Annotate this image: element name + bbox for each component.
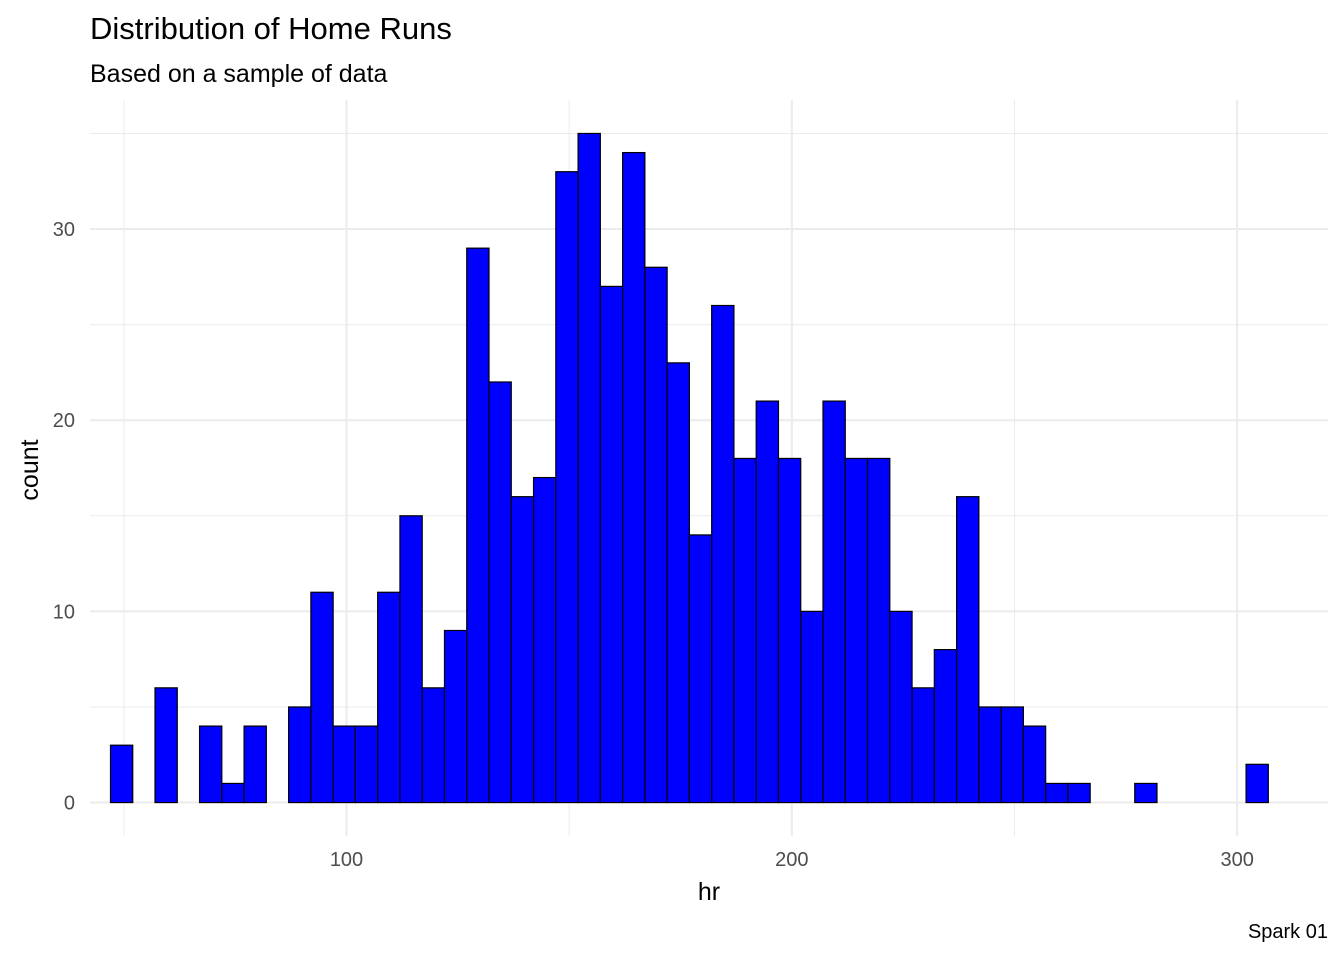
histogram-bars bbox=[109, 132, 1269, 804]
histogram-bar bbox=[1134, 782, 1158, 804]
chart-title: Distribution of Home Runs bbox=[90, 11, 452, 46]
histogram-bar bbox=[243, 725, 267, 804]
y-axis-label: count bbox=[16, 439, 44, 500]
histogram-bar bbox=[488, 381, 512, 804]
histogram-bar bbox=[777, 457, 802, 804]
histogram-bar bbox=[889, 610, 913, 804]
y-tick-label: 30 bbox=[53, 219, 75, 241]
x-tick-label: 100 bbox=[330, 849, 363, 871]
histogram-bar bbox=[911, 687, 935, 804]
histogram-bar bbox=[933, 649, 958, 804]
histogram-bar bbox=[800, 610, 824, 804]
x-tick-label: 200 bbox=[775, 849, 808, 871]
x-axis-label: hr bbox=[698, 878, 720, 906]
histogram-bar bbox=[955, 496, 980, 804]
histogram-bar bbox=[1067, 782, 1091, 804]
histogram-bar bbox=[622, 151, 646, 804]
y-tick-label: 20 bbox=[53, 410, 75, 432]
histogram-bar bbox=[221, 782, 245, 804]
histogram-bar bbox=[1000, 706, 1024, 804]
histogram-bar bbox=[310, 591, 334, 804]
chart-subtitle: Based on a sample of data bbox=[90, 60, 388, 88]
histogram-bar bbox=[755, 400, 780, 804]
histogram-bar bbox=[866, 457, 891, 804]
x-tick-labels: 100 200 300 bbox=[330, 849, 1254, 871]
histogram-bar bbox=[421, 687, 446, 804]
histogram-bar bbox=[354, 725, 379, 804]
histogram-bar bbox=[577, 132, 601, 804]
histogram-bar bbox=[978, 706, 1002, 804]
histogram-bar bbox=[198, 725, 223, 804]
histogram-bar bbox=[443, 629, 468, 804]
y-tick-label: 0 bbox=[64, 793, 75, 815]
x-tick-label: 300 bbox=[1220, 849, 1253, 871]
y-tick-label: 10 bbox=[53, 601, 75, 623]
histogram-bar bbox=[466, 247, 490, 804]
histogram-bar bbox=[555, 171, 579, 804]
histogram-bar bbox=[377, 591, 401, 804]
histogram-bar bbox=[532, 476, 557, 804]
histogram-bar bbox=[711, 304, 735, 804]
histogram-bar bbox=[644, 266, 668, 804]
histogram-bar bbox=[399, 515, 423, 804]
histogram-bar bbox=[1045, 782, 1069, 804]
histogram-bar bbox=[599, 285, 624, 804]
histogram-bar bbox=[109, 744, 134, 804]
histogram-bar bbox=[288, 706, 312, 804]
y-tick-labels: 0 10 20 30 bbox=[53, 219, 75, 815]
histogram-bar bbox=[510, 496, 535, 804]
histogram-bar bbox=[844, 457, 869, 804]
histogram-bar bbox=[1022, 725, 1047, 804]
histogram-bar bbox=[822, 400, 846, 804]
histogram-bar bbox=[154, 687, 178, 804]
histogram-bar bbox=[666, 362, 691, 804]
chart-caption: Spark 01 bbox=[1247, 921, 1328, 943]
histogram-bar bbox=[1245, 763, 1269, 804]
histogram-bar bbox=[733, 457, 757, 804]
histogram-bar bbox=[332, 725, 357, 804]
histogram-bar bbox=[688, 534, 713, 804]
